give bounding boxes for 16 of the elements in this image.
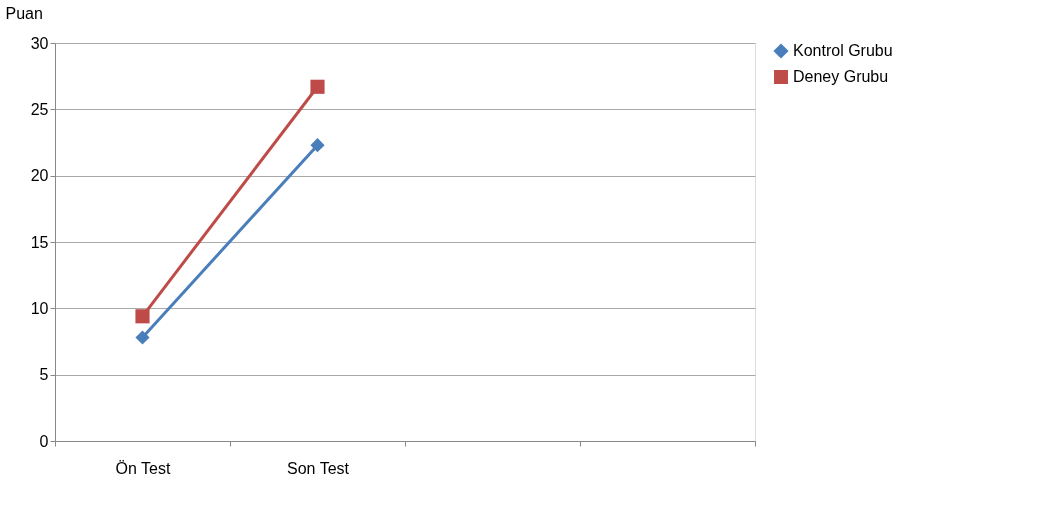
point — [135, 309, 150, 324]
y-tick-label: 10 — [30, 299, 49, 317]
point — [310, 138, 325, 153]
y-tick-label: 25 — [30, 100, 49, 118]
point — [135, 330, 150, 345]
y-tick-label: 20 — [30, 167, 49, 185]
y-tick-label: 15 — [30, 233, 49, 251]
x-tick-label: Son Test — [287, 459, 350, 477]
legend-label: Kontrol Grubu — [793, 42, 893, 59]
point — [310, 79, 325, 94]
y-axis-title: Puan — [5, 4, 43, 22]
y-tick-label: 0 — [39, 432, 49, 450]
y-tick-label: 30 — [30, 34, 49, 52]
x-tick-label: Ön Test — [115, 459, 171, 477]
legend-label: Deney Grubu — [793, 68, 889, 85]
y-tick-label: 5 — [39, 366, 49, 384]
